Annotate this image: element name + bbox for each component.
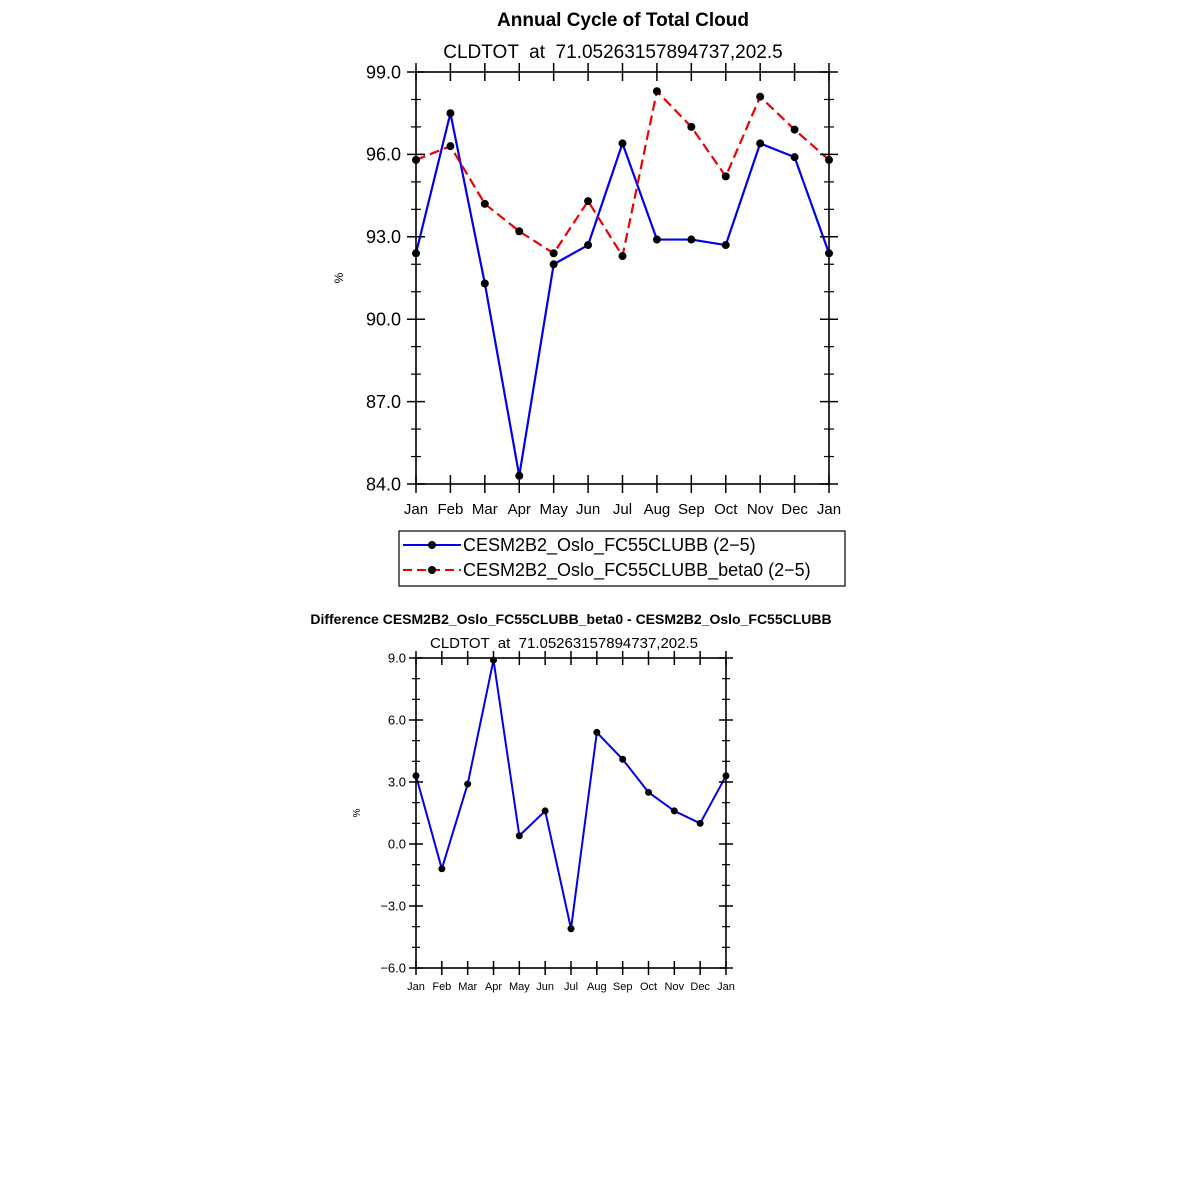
x-tick-label: Mar (458, 981, 477, 993)
x-tick-label: Jan (717, 981, 735, 993)
series-line-2 (415, 90, 830, 258)
data-point-series-1 (515, 832, 523, 840)
x-tick-label: Aug (644, 501, 671, 518)
data-point-series-2 (446, 142, 455, 151)
data-point-series-1 (438, 865, 446, 873)
x-tick-label: May (539, 501, 568, 518)
x-tick-label: Jul (613, 501, 632, 518)
x-tick-label: Jun (576, 501, 600, 518)
data-point-series-1 (756, 139, 765, 148)
legend-box (398, 530, 846, 587)
data-point-series-1 (790, 153, 799, 162)
legend-marker-series-1 (428, 541, 436, 549)
x-tick-label: Feb (437, 501, 463, 518)
data-point-series-1 (721, 241, 730, 250)
y-tick-label: 93.0 (366, 227, 401, 247)
x-tick-label: Sep (613, 981, 633, 993)
x-tick-label: Nov (665, 981, 685, 993)
chart-subtitle: CLDTOT at 71.05263157894737,202.5 (443, 42, 782, 63)
x-tick-label: Feb (432, 981, 451, 993)
y-tick-label: 0.0 (388, 837, 406, 852)
data-point-series-1 (464, 780, 472, 788)
y-axis-label: % (332, 272, 346, 283)
data-point-series-2 (721, 172, 730, 181)
y-tick-label: 99.0 (366, 62, 401, 82)
data-point-series-1 (670, 807, 678, 815)
data-point-series-2 (584, 197, 593, 206)
x-tick-label: Jul (564, 981, 578, 993)
x-tick-label: Apr (485, 981, 502, 993)
x-tick-label: Dec (781, 501, 808, 518)
x-tick-label: Sep (678, 501, 705, 518)
x-tick-label: Aug (587, 981, 607, 993)
chart-title: Annual Cycle of Total Cloud (497, 10, 749, 31)
data-point-series-2 (480, 199, 489, 208)
y-tick-label: 6.0 (388, 713, 406, 728)
chart-subtitle: CLDTOT at 71.05263157894737,202.5 (430, 635, 698, 652)
y-tick-label: 87.0 (366, 392, 401, 412)
y-tick-label: 84.0 (366, 474, 401, 494)
x-tick-label: Jan (407, 981, 425, 993)
data-point-series-1 (687, 235, 696, 244)
series-line-1 (414, 112, 831, 477)
x-tick-label: Jun (536, 981, 554, 993)
series-line-1 (415, 659, 727, 930)
x-tick-label: Mar (472, 501, 498, 518)
x-tick-label: Jan (817, 501, 841, 518)
y-tick-label: 3.0 (388, 775, 406, 790)
y-tick-label: 96.0 (366, 145, 401, 165)
data-point-series-1 (541, 807, 549, 815)
chart-title: Difference CESM2B2_Oslo_FC55CLUBB_beta0 … (310, 611, 831, 627)
y-tick-label: −6.0 (380, 961, 406, 976)
data-point-series-2 (652, 87, 661, 96)
data-point-series-2 (790, 125, 799, 134)
y-tick-label: −3.0 (380, 899, 406, 914)
x-tick-label: May (509, 981, 530, 993)
data-point-series-1 (567, 925, 575, 933)
legend-marker-series-2 (428, 566, 436, 574)
data-point-series-2 (687, 122, 696, 131)
legend-label-series-2: CESM2B2_Oslo_FC55CLUBB_beta0 (2−5) (463, 560, 811, 581)
data-point-series-1 (696, 819, 704, 827)
data-point-series-2 (515, 227, 524, 236)
x-tick-label: Jan (404, 501, 428, 518)
x-tick-label: Oct (640, 981, 657, 993)
y-tick-label: 90.0 (366, 310, 401, 330)
data-point-series-1 (584, 241, 593, 250)
x-tick-label: Nov (747, 501, 774, 518)
x-tick-label: Dec (690, 981, 710, 993)
data-point-series-1 (645, 788, 652, 796)
x-tick-label: Oct (714, 501, 738, 518)
data-point-series-1 (619, 755, 627, 763)
data-point-series-1 (618, 139, 627, 148)
annual-cycle-chart: Annual Cycle of Total Cloud CLDTOT at 71… (332, 10, 841, 518)
legend: CESM2B2_Oslo_FC55CLUBB (2−5) CESM2B2_Osl… (398, 530, 846, 587)
legend-label-series-1: CESM2B2_Oslo_FC55CLUBB (2−5) (463, 535, 756, 556)
difference-chart: Difference CESM2B2_Oslo_FC55CLUBB_beta0 … (310, 611, 831, 993)
data-point-series-1 (549, 260, 558, 269)
data-point-series-2 (618, 252, 627, 261)
data-point-series-1 (446, 109, 455, 118)
x-tick-label: Apr (508, 501, 531, 518)
data-point-series-2 (756, 92, 765, 101)
y-tick-label: 9.0 (388, 651, 406, 666)
data-point-series-2 (549, 249, 558, 258)
data-point-series-1 (480, 279, 489, 288)
y-axis-label: % (352, 808, 363, 817)
data-point-series-1 (652, 235, 661, 244)
data-point-series-1 (593, 728, 601, 736)
plot-frame (415, 71, 830, 485)
